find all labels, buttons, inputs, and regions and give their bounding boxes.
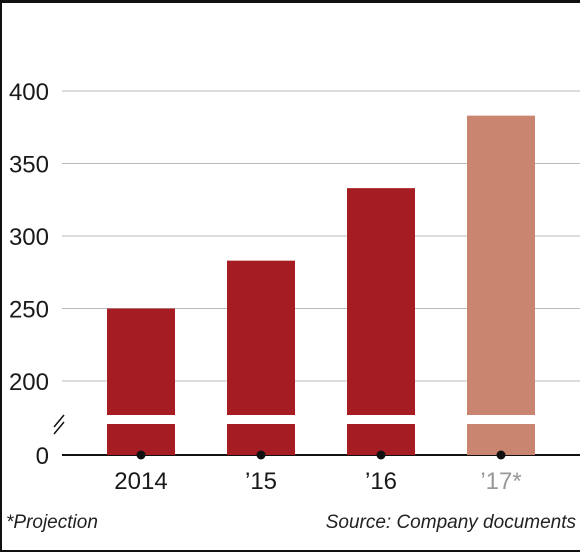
bar-2-lower bbox=[347, 424, 415, 455]
y-tick-label-300: 300 bbox=[9, 224, 49, 251]
axis-break-mark-upper bbox=[53, 414, 65, 428]
source-note: Source: Company documents bbox=[325, 512, 576, 533]
y-tick-label-0: 0 bbox=[36, 443, 49, 470]
y-tick-label-400: 400 bbox=[9, 79, 49, 106]
bar-0-upper bbox=[107, 308, 175, 415]
bar-3-upper bbox=[467, 115, 535, 416]
y-tick-label-200: 200 bbox=[9, 369, 49, 396]
bar-1-tick-dot bbox=[256, 450, 266, 460]
x-tick-labels: 2014 ’15 ’16 ’17* bbox=[114, 468, 521, 495]
x-tick-label-0: 2014 bbox=[114, 468, 167, 495]
bar-chart: 0 200 250 300 350 400 2014 ’15 ’16 ’17* bbox=[9, 79, 580, 495]
bar-2-tick-dot bbox=[376, 450, 386, 460]
bar-2-upper bbox=[347, 188, 415, 415]
axis-break-mark-lower bbox=[53, 421, 65, 435]
y-tick-label-350: 350 bbox=[9, 152, 49, 179]
y-tick-label-250: 250 bbox=[9, 297, 49, 324]
bar-0-lower bbox=[107, 424, 175, 455]
bar-3-tick-dot bbox=[496, 450, 506, 460]
bar-1-upper bbox=[227, 260, 295, 415]
x-tick-label-3: ’17* bbox=[480, 468, 521, 495]
bar-1-lower bbox=[227, 424, 295, 455]
x-tick-label-1: ’15 bbox=[245, 468, 277, 495]
bar-3-lower bbox=[467, 424, 535, 455]
bar-0-tick-dot bbox=[136, 450, 146, 460]
y-tick-labels: 0 200 250 300 350 400 bbox=[9, 79, 49, 470]
footnote: *Projection bbox=[6, 512, 98, 533]
bars bbox=[107, 115, 535, 460]
x-tick-label-2: ’16 bbox=[365, 468, 397, 495]
